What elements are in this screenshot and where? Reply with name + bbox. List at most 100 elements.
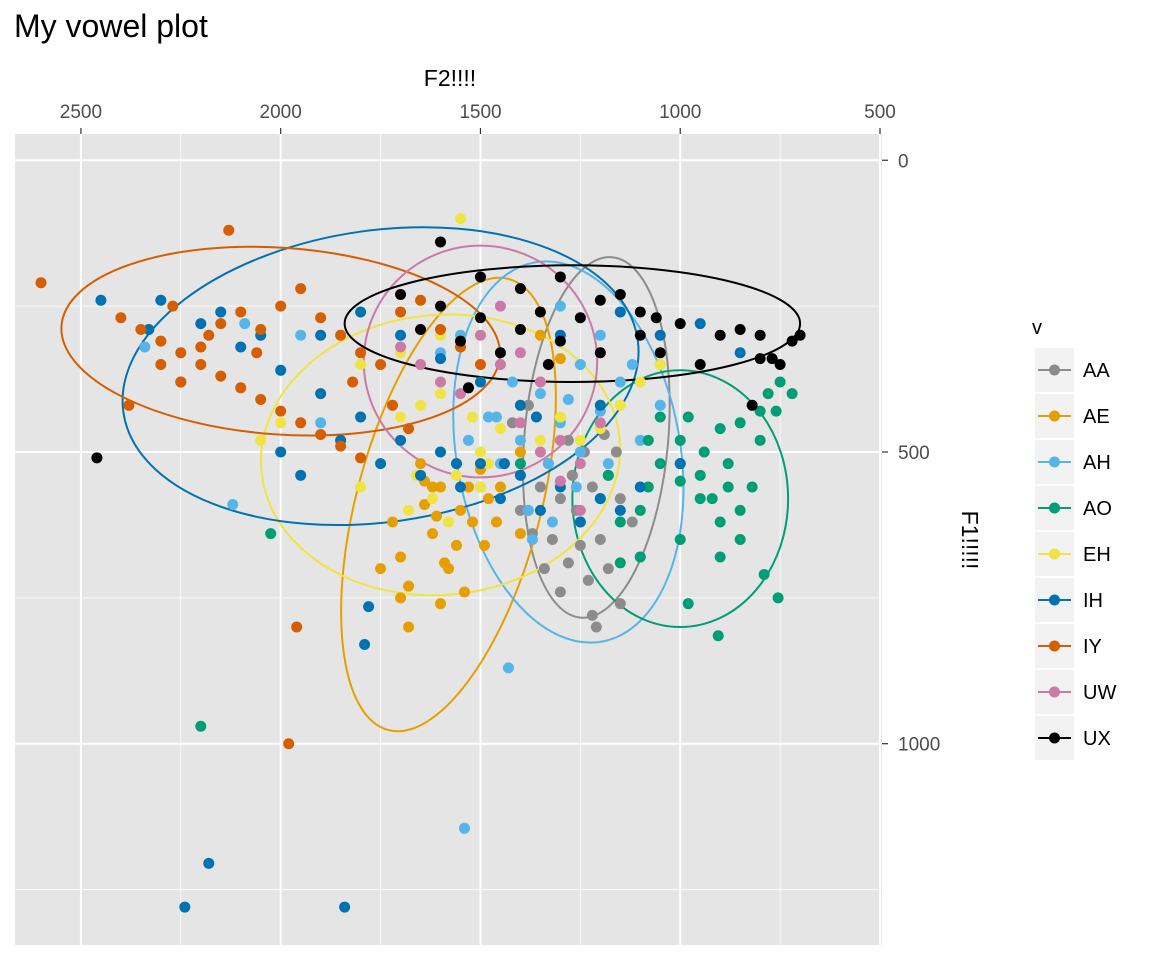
- point-ao: [698, 446, 710, 458]
- point-ah: [506, 376, 518, 388]
- point-ae: [395, 551, 407, 563]
- ellipse-eh: [259, 313, 622, 597]
- point-ux: [634, 329, 646, 341]
- point-ux: [754, 329, 766, 341]
- point-iy: [335, 440, 347, 452]
- point-ae: [514, 446, 526, 458]
- point-ux: [415, 323, 427, 335]
- point-ae: [462, 481, 474, 493]
- point-ih: [450, 458, 462, 470]
- series-uw: [395, 300, 606, 516]
- point-ih: [375, 458, 387, 470]
- point-ux: [714, 329, 726, 341]
- point-uw: [534, 446, 546, 458]
- point-aa: [594, 534, 606, 545]
- point-ah: [239, 318, 251, 330]
- point-uw: [514, 347, 526, 359]
- point-ae: [454, 504, 466, 516]
- point-ae: [419, 498, 431, 510]
- point-ux: [462, 382, 474, 394]
- point-eh: [395, 411, 407, 423]
- point-iy: [235, 306, 247, 318]
- point-ao: [712, 630, 724, 642]
- point-ih: [315, 329, 327, 341]
- point-ao: [758, 569, 770, 581]
- point-iy: [355, 347, 367, 359]
- point-ao: [654, 458, 666, 470]
- point-ux: [634, 306, 646, 318]
- point-ih: [395, 329, 407, 341]
- point-ih: [474, 458, 486, 470]
- point-uw: [534, 376, 546, 388]
- point-ux: [542, 358, 554, 370]
- point-uw: [574, 504, 586, 516]
- point-ux: [435, 236, 447, 248]
- point-ih: [514, 399, 526, 411]
- point-iy: [291, 621, 303, 633]
- point-uw: [554, 434, 566, 446]
- series-ao: [195, 376, 798, 732]
- point-ux: [474, 312, 486, 324]
- point-ux: [395, 288, 407, 300]
- point-aa: [574, 539, 586, 551]
- point-ao: [714, 423, 726, 435]
- point-ah: [570, 481, 582, 493]
- point-ih: [614, 504, 626, 516]
- point-ih: [514, 469, 526, 481]
- point-uw: [454, 388, 466, 400]
- point-ae: [435, 481, 447, 493]
- point-iy: [355, 452, 367, 464]
- point-ae: [514, 528, 526, 540]
- point-ae: [375, 563, 387, 575]
- point-ih: [95, 294, 107, 306]
- point-uw: [514, 417, 526, 429]
- point-ih: [435, 353, 447, 365]
- legend-item-iy: IY: [1033, 622, 1102, 670]
- point-eh: [466, 411, 478, 423]
- point-eh: [634, 376, 646, 388]
- point-ux: [674, 318, 686, 330]
- point-ae: [427, 481, 439, 493]
- point-ae: [478, 539, 490, 551]
- point-ao: [722, 481, 734, 493]
- point-eh: [355, 481, 367, 493]
- point-ao: [682, 411, 694, 423]
- ellipse-aa: [521, 256, 671, 619]
- point-ah: [490, 411, 502, 423]
- point-iy: [155, 358, 167, 370]
- point-aa: [582, 574, 594, 586]
- legend-key-point: [1049, 364, 1060, 376]
- point-ao: [762, 388, 774, 400]
- point-iy: [167, 300, 179, 312]
- point-eh: [494, 423, 506, 435]
- point-ih: [143, 323, 155, 335]
- point-iy: [235, 382, 247, 394]
- point-eh: [443, 516, 454, 528]
- point-ae: [494, 481, 506, 493]
- legend-items: AA AE AH AO EH IH IY UW UX: [1033, 346, 1116, 762]
- point-eh: [415, 399, 427, 411]
- point-ao: [734, 534, 746, 545]
- point-aa: [554, 586, 566, 598]
- y-tick-label: 500: [898, 443, 930, 464]
- chart-title: My vowel plot: [14, 8, 208, 44]
- point-aa: [586, 609, 598, 621]
- plot-panel: [15, 134, 882, 945]
- point-ae: [431, 510, 443, 522]
- legend-item-ih: IH: [1033, 576, 1103, 624]
- point-eh: [255, 434, 267, 446]
- point-ah: [614, 376, 626, 388]
- point-aa: [538, 563, 550, 575]
- point-uw: [594, 417, 606, 429]
- ellipse-ae: [340, 276, 557, 733]
- point-iy: [315, 428, 327, 440]
- point-aa: [590, 621, 602, 633]
- point-uw: [474, 329, 486, 341]
- point-ah: [562, 393, 574, 405]
- point-ah: [139, 341, 151, 353]
- legend-label: AO: [1083, 498, 1112, 520]
- point-uw: [574, 458, 586, 470]
- point-ao: [642, 481, 654, 493]
- ellipse-ao: [571, 369, 790, 629]
- point-iy: [115, 312, 127, 324]
